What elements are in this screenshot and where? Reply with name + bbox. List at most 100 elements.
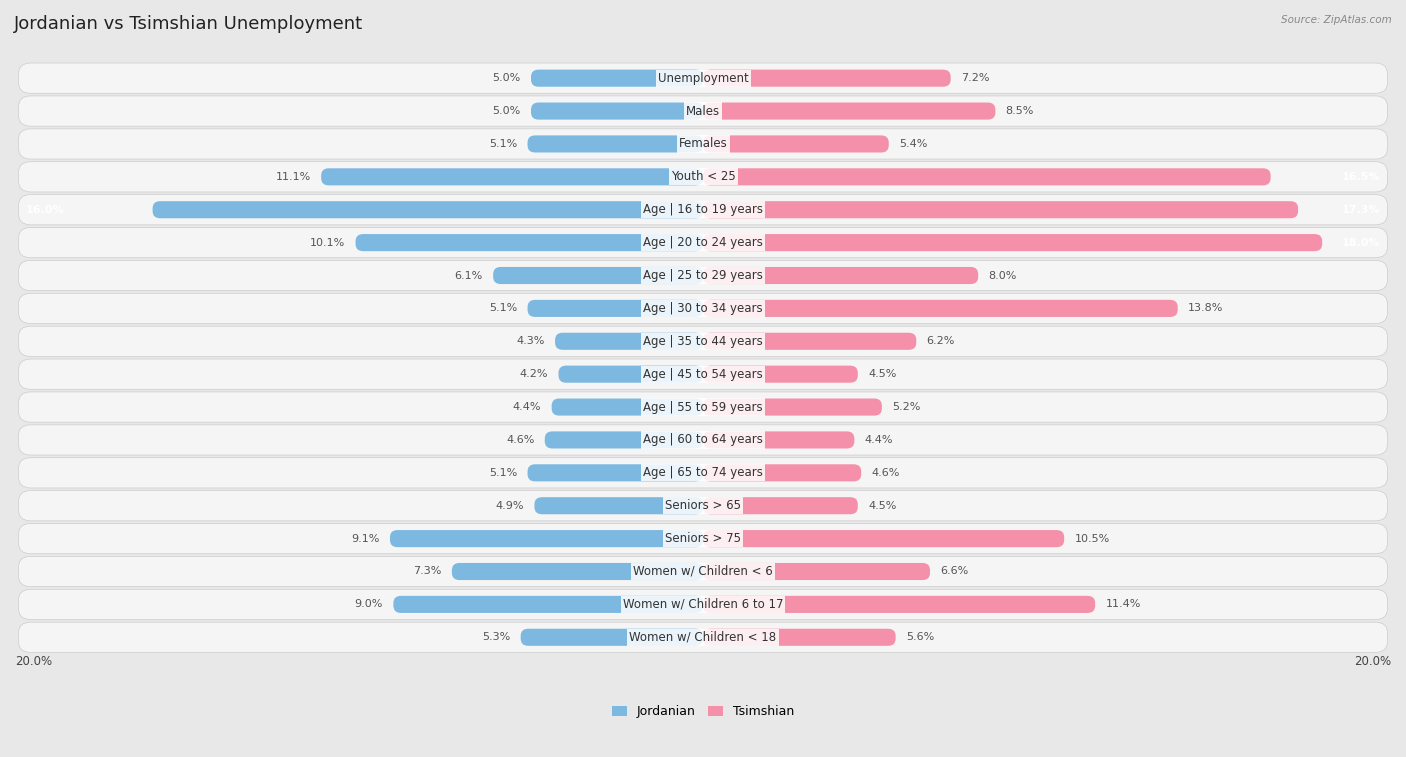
- Text: 20.0%: 20.0%: [15, 656, 52, 668]
- Text: Age | 20 to 24 years: Age | 20 to 24 years: [643, 236, 763, 249]
- FancyBboxPatch shape: [531, 70, 703, 87]
- Text: 10.5%: 10.5%: [1074, 534, 1109, 544]
- FancyBboxPatch shape: [703, 102, 995, 120]
- FancyBboxPatch shape: [703, 464, 862, 481]
- FancyBboxPatch shape: [18, 293, 1388, 323]
- Text: Age | 55 to 59 years: Age | 55 to 59 years: [643, 400, 763, 413]
- FancyBboxPatch shape: [18, 129, 1388, 159]
- FancyBboxPatch shape: [703, 333, 917, 350]
- FancyBboxPatch shape: [703, 267, 979, 284]
- Text: Source: ZipAtlas.com: Source: ZipAtlas.com: [1281, 15, 1392, 25]
- Text: 6.1%: 6.1%: [454, 270, 482, 281]
- FancyBboxPatch shape: [703, 300, 1178, 317]
- FancyBboxPatch shape: [18, 162, 1388, 192]
- Text: Youth < 25: Youth < 25: [671, 170, 735, 183]
- FancyBboxPatch shape: [534, 497, 703, 514]
- Text: 4.3%: 4.3%: [516, 336, 544, 346]
- Text: Unemployment: Unemployment: [658, 72, 748, 85]
- Text: 16.5%: 16.5%: [1343, 172, 1381, 182]
- Text: 5.0%: 5.0%: [492, 73, 520, 83]
- Text: 13.8%: 13.8%: [1188, 304, 1223, 313]
- Text: 18.0%: 18.0%: [1343, 238, 1381, 248]
- FancyBboxPatch shape: [18, 63, 1388, 93]
- Text: Age | 25 to 29 years: Age | 25 to 29 years: [643, 269, 763, 282]
- FancyBboxPatch shape: [18, 622, 1388, 653]
- Text: Age | 65 to 74 years: Age | 65 to 74 years: [643, 466, 763, 479]
- FancyBboxPatch shape: [153, 201, 703, 218]
- FancyBboxPatch shape: [703, 168, 1271, 185]
- FancyBboxPatch shape: [703, 398, 882, 416]
- FancyBboxPatch shape: [527, 464, 703, 481]
- FancyBboxPatch shape: [451, 563, 703, 580]
- Text: 5.3%: 5.3%: [482, 632, 510, 642]
- Text: 9.1%: 9.1%: [352, 534, 380, 544]
- Text: 4.5%: 4.5%: [868, 500, 897, 511]
- FancyBboxPatch shape: [356, 234, 703, 251]
- Text: 4.5%: 4.5%: [868, 369, 897, 379]
- FancyBboxPatch shape: [703, 366, 858, 383]
- Text: Males: Males: [686, 104, 720, 117]
- FancyBboxPatch shape: [389, 530, 703, 547]
- Text: 4.6%: 4.6%: [506, 435, 534, 445]
- FancyBboxPatch shape: [18, 589, 1388, 619]
- FancyBboxPatch shape: [527, 136, 703, 152]
- Text: 5.1%: 5.1%: [489, 304, 517, 313]
- FancyBboxPatch shape: [703, 563, 929, 580]
- Text: 8.5%: 8.5%: [1005, 106, 1033, 116]
- FancyBboxPatch shape: [703, 201, 1298, 218]
- Text: 5.1%: 5.1%: [489, 468, 517, 478]
- Text: Women w/ Children 6 to 17: Women w/ Children 6 to 17: [623, 598, 783, 611]
- Text: 5.0%: 5.0%: [492, 106, 520, 116]
- Text: 6.6%: 6.6%: [941, 566, 969, 577]
- Text: 4.4%: 4.4%: [513, 402, 541, 412]
- FancyBboxPatch shape: [394, 596, 703, 613]
- FancyBboxPatch shape: [18, 491, 1388, 521]
- FancyBboxPatch shape: [18, 425, 1388, 455]
- FancyBboxPatch shape: [558, 366, 703, 383]
- FancyBboxPatch shape: [703, 431, 855, 448]
- FancyBboxPatch shape: [18, 556, 1388, 587]
- FancyBboxPatch shape: [544, 431, 703, 448]
- FancyBboxPatch shape: [18, 524, 1388, 553]
- FancyBboxPatch shape: [527, 300, 703, 317]
- Text: Women w/ Children < 6: Women w/ Children < 6: [633, 565, 773, 578]
- Text: 11.1%: 11.1%: [276, 172, 311, 182]
- Text: 4.4%: 4.4%: [865, 435, 893, 445]
- FancyBboxPatch shape: [703, 234, 1322, 251]
- FancyBboxPatch shape: [551, 398, 703, 416]
- Text: Age | 30 to 34 years: Age | 30 to 34 years: [643, 302, 763, 315]
- FancyBboxPatch shape: [703, 136, 889, 152]
- Text: 5.1%: 5.1%: [489, 139, 517, 149]
- FancyBboxPatch shape: [18, 359, 1388, 389]
- Text: Age | 60 to 64 years: Age | 60 to 64 years: [643, 434, 763, 447]
- FancyBboxPatch shape: [18, 260, 1388, 291]
- Text: 9.0%: 9.0%: [354, 600, 382, 609]
- FancyBboxPatch shape: [703, 596, 1095, 613]
- Text: 7.3%: 7.3%: [413, 566, 441, 577]
- Text: Jordanian vs Tsimshian Unemployment: Jordanian vs Tsimshian Unemployment: [14, 15, 363, 33]
- FancyBboxPatch shape: [494, 267, 703, 284]
- FancyBboxPatch shape: [703, 530, 1064, 547]
- FancyBboxPatch shape: [18, 195, 1388, 225]
- FancyBboxPatch shape: [321, 168, 703, 185]
- Text: 11.4%: 11.4%: [1105, 600, 1140, 609]
- FancyBboxPatch shape: [703, 70, 950, 87]
- Text: Age | 35 to 44 years: Age | 35 to 44 years: [643, 335, 763, 347]
- Text: 5.4%: 5.4%: [898, 139, 928, 149]
- FancyBboxPatch shape: [18, 228, 1388, 257]
- FancyBboxPatch shape: [18, 96, 1388, 126]
- Text: 4.2%: 4.2%: [520, 369, 548, 379]
- FancyBboxPatch shape: [520, 629, 703, 646]
- Text: 20.0%: 20.0%: [1354, 656, 1391, 668]
- Text: 10.1%: 10.1%: [309, 238, 346, 248]
- FancyBboxPatch shape: [555, 333, 703, 350]
- FancyBboxPatch shape: [531, 102, 703, 120]
- Text: Age | 45 to 54 years: Age | 45 to 54 years: [643, 368, 763, 381]
- FancyBboxPatch shape: [18, 392, 1388, 422]
- Text: Seniors > 65: Seniors > 65: [665, 499, 741, 512]
- Text: Age | 16 to 19 years: Age | 16 to 19 years: [643, 203, 763, 217]
- FancyBboxPatch shape: [18, 458, 1388, 488]
- FancyBboxPatch shape: [703, 497, 858, 514]
- Text: 6.2%: 6.2%: [927, 336, 955, 346]
- FancyBboxPatch shape: [18, 326, 1388, 357]
